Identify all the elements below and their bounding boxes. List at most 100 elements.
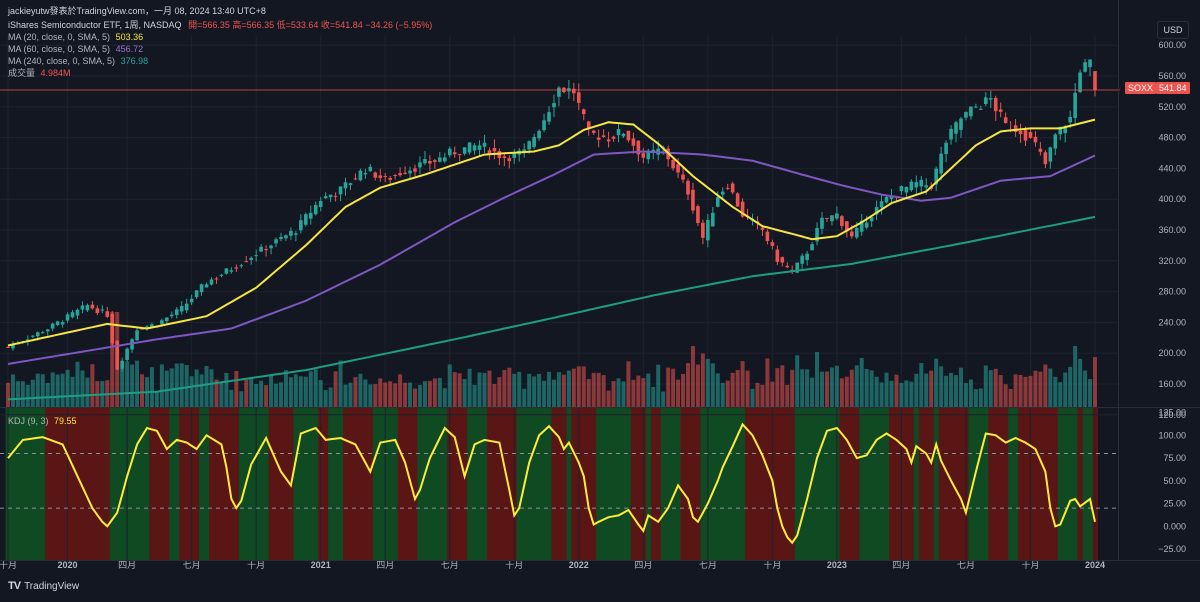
volume-bar [1053, 376, 1058, 407]
kdj-tick-label: 125.00 [1158, 408, 1186, 418]
kdj-band [174, 408, 180, 560]
volume-bar [259, 380, 264, 407]
candle-body [879, 201, 884, 208]
volume-bars [6, 312, 1097, 407]
volume-bar [1078, 358, 1083, 407]
candle-body [100, 309, 105, 311]
candle-body [959, 118, 963, 130]
candle-body [532, 137, 536, 147]
volume-bar [413, 388, 418, 407]
candle-body [229, 270, 234, 272]
candle-body [581, 109, 586, 115]
ma60-value: 456.72 [115, 44, 144, 54]
kdj-band [685, 408, 692, 560]
kdj-band [462, 408, 468, 560]
kdj-band [1047, 408, 1054, 560]
kdj-band [839, 408, 845, 560]
volume-bar [363, 379, 368, 407]
kdj-band [367, 408, 374, 560]
kdj-band [84, 408, 91, 560]
candle-body [398, 173, 402, 176]
volume-legend[interactable]: 成交量 4.984M [8, 68, 71, 79]
price-axis: 600.00 560.00 520.00 480.00 440.00 400.00 360.… [0, 40, 1186, 420]
volume-bar [368, 384, 373, 407]
kdj-band [233, 408, 240, 560]
brand-name: TradingView [24, 580, 80, 592]
volume-bar [939, 366, 944, 407]
volume-bar [308, 371, 313, 407]
kdj-band [933, 408, 940, 560]
volume-bar [685, 363, 690, 407]
kdj-band [134, 408, 141, 560]
candle-body [264, 249, 268, 251]
ma20-legend[interactable]: MA (20, close, 0, SMA, 5) 503.36 [8, 32, 143, 43]
kdj-band [55, 408, 61, 560]
ma60-legend[interactable]: MA (60, close, 0, SMA, 5) 456.72 [8, 44, 143, 55]
volume-bar [115, 312, 120, 407]
candle-body [1033, 136, 1038, 143]
tradingview-logo[interactable]: TV TradingView [8, 580, 79, 592]
volume-bar [75, 361, 80, 407]
time-tick-label: 七月 [957, 560, 975, 570]
kdj-band [1023, 408, 1029, 560]
candle-body [189, 298, 194, 303]
candle-body [70, 312, 75, 318]
candle-body [428, 160, 432, 164]
price-tick-label: 160.00 [1158, 379, 1186, 389]
volume-bar [55, 374, 60, 407]
price-tick-label: 240.00 [1158, 317, 1186, 327]
kdj-band [293, 408, 299, 560]
candle-body [254, 255, 258, 257]
kdj-band [452, 408, 458, 560]
volume-bar [854, 365, 859, 407]
volume-bar [988, 370, 993, 407]
candle-body [696, 206, 700, 223]
kdj-band [223, 408, 230, 560]
last-price-tag: 541.84 [1156, 82, 1190, 94]
volume-bar [318, 380, 323, 407]
kdj-band [1077, 408, 1084, 560]
candle-body [438, 157, 442, 162]
kdj-band [75, 408, 81, 560]
volume-bar [924, 373, 929, 407]
volume-bar [760, 384, 765, 407]
kdj-band [159, 408, 165, 560]
candle-body [1013, 125, 1018, 132]
candle-body [472, 145, 477, 151]
kdj-band [60, 408, 66, 560]
candle-body [954, 122, 958, 134]
candle-body [487, 150, 492, 156]
kdj-band [1052, 408, 1059, 560]
candle-body [452, 152, 457, 155]
kdj-band [1008, 408, 1014, 560]
candle-body [969, 106, 973, 117]
kdj-band [258, 408, 265, 560]
volume-bar [135, 360, 140, 407]
volume-bar [666, 367, 671, 407]
kdj-band [750, 408, 756, 560]
kdj-band [938, 408, 945, 560]
candle-body [914, 182, 919, 188]
candle-body [40, 332, 45, 334]
time-axis: 十月 2020 四月 七月 十月 2021 四月 七月 十月 2022 四月 七月 十月 2023 四月 七月… [0, 36, 1105, 570]
kdj-band [338, 408, 344, 560]
kdj-legend[interactable]: KDJ (9, 3) 79.55 [8, 416, 77, 427]
ma240-legend[interactable]: MA (240, close, 0, SMA, 5) 376.98 [8, 56, 148, 67]
candle-body [179, 306, 184, 312]
volume-bar [591, 372, 596, 407]
volume-bar [527, 373, 532, 407]
kdj-band [477, 408, 483, 560]
volume-bar [234, 370, 239, 407]
volume-bar [547, 371, 552, 407]
candle-body [512, 152, 517, 158]
volume-bar [671, 368, 676, 407]
volume-bar [179, 363, 184, 407]
time-tick-label: 十月 [763, 559, 781, 570]
currency-button[interactable]: USD [1157, 21, 1189, 39]
volume-bar [735, 370, 740, 407]
volume-bar [209, 369, 214, 407]
kdj-band [25, 408, 31, 560]
candle-body [105, 311, 110, 317]
